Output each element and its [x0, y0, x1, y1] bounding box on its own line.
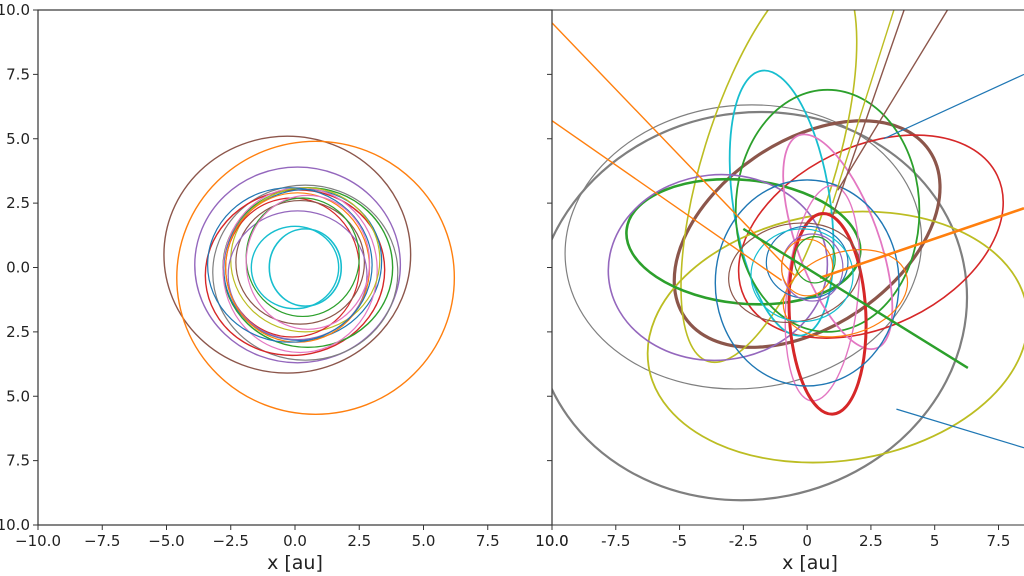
y-tick-label: 2.5 [6, 323, 30, 341]
orbit-10 [268, 228, 343, 307]
x-tick-label: 5 [930, 532, 940, 550]
orbit-2 [564, 104, 923, 390]
trajectory-3 [819, 207, 1024, 280]
orbit-11 [782, 133, 894, 350]
left-orbits [163, 135, 456, 415]
left-panel: −10.0 −7.5 −5.0 −2.5 0.0 2.5 5.0 7.5 10.0 10.0 7.5… [0, 1, 569, 574]
orbit-3 [194, 166, 402, 364]
x-tick-label: 10.0 [535, 532, 568, 550]
trajectory-7 [831, 10, 895, 204]
y-tick-label: 5.0 [6, 387, 30, 405]
orbit-17 [207, 187, 373, 343]
trajectory-1 [552, 22, 795, 276]
orbit-3 [672, 119, 942, 349]
right-x-axis-label: x [au] [782, 552, 838, 574]
right-orbits [552, 10, 1024, 502]
orbit-18 [245, 194, 371, 330]
orbit-9 [230, 187, 381, 333]
orbit-4 [212, 184, 399, 361]
orbit-13 [235, 199, 365, 325]
y-tick-label: 5.0 [6, 130, 30, 148]
x-tick-label: −7.5 [84, 532, 120, 550]
trajectory-6 [831, 10, 905, 217]
x-tick-label: 7.5 [987, 532, 1011, 550]
trajectory-8 [883, 73, 1024, 140]
x-tick-label: 2.5 [347, 532, 371, 550]
right-ticks: 10.0 -7.5 -5 -2.5 0 2.5 5 7.5 [535, 9, 1011, 550]
orbit-13 [787, 212, 868, 416]
orbit-15 [782, 249, 909, 338]
left-x-axis-label: x [au] [267, 552, 323, 574]
orbit-2 [176, 140, 456, 415]
x-tick-label: 7.5 [476, 532, 500, 550]
trajectory-2 [552, 120, 783, 281]
left-ticks: −10.0 −7.5 −5.0 −2.5 0.0 2.5 5.0 7.5 10.0 10.0 7.5… [0, 1, 569, 550]
x-tick-label: −2.5 [213, 532, 249, 550]
x-tick-label: 5.0 [412, 532, 436, 550]
orbit-16 [728, 222, 861, 323]
trajectory-9 [896, 408, 1024, 449]
right-panel: 10.0 -7.5 -5 -2.5 0 2.5 5 7.5 x [au] [535, 9, 1024, 574]
orbit-19 [750, 228, 854, 323]
orbit-14 [227, 210, 368, 341]
x-tick-label: -7.5 [601, 532, 630, 550]
y-tick-label: 10.0 [0, 1, 30, 19]
x-tick-label: 10.0 [535, 532, 568, 550]
x-tick-label: 0 [802, 532, 812, 550]
left-axes-frame [37, 9, 553, 526]
orbit-17 [765, 225, 849, 300]
orbit-1 [163, 135, 412, 374]
orbit-8 [734, 88, 921, 333]
y-tick-label: 2.5 [6, 194, 30, 212]
orbit-20 [781, 238, 834, 297]
y-tick-label: 0.0 [6, 259, 30, 277]
y-tick-label: 10.0 [0, 516, 30, 534]
x-tick-label: 0.0 [283, 532, 307, 550]
x-tick-label: -2.5 [729, 532, 758, 550]
orbit-11 [250, 225, 340, 310]
y-tick-label: 7.5 [6, 65, 30, 83]
orbit-14 [714, 179, 900, 387]
trajectory-5 [837, 10, 949, 191]
y-tick-label: 7.5 [6, 452, 30, 470]
orbit-4 [737, 134, 1005, 339]
orbit-1 [552, 110, 969, 502]
x-tick-label: −10.0 [15, 532, 61, 550]
x-tick-label: 2.5 [859, 532, 883, 550]
x-tick-label: −5.0 [148, 532, 184, 550]
trajectory-4 [742, 227, 969, 369]
x-tick-label: -5 [672, 532, 687, 550]
orbit-7 [728, 69, 835, 337]
